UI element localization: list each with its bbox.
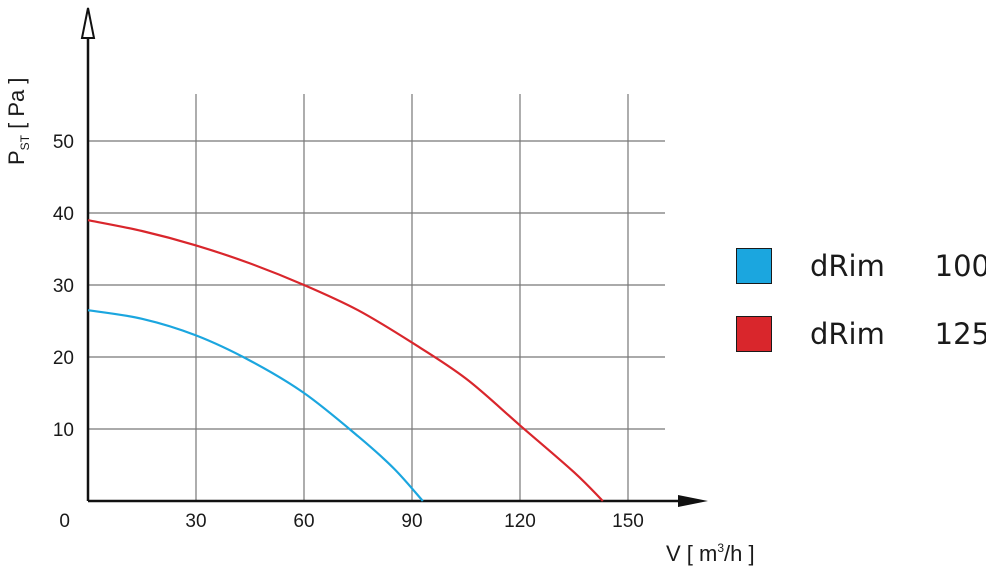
x-axis-title: V [ m3/h ] (666, 541, 755, 566)
legend-label-size: 100 (934, 249, 986, 283)
y-axis-title-main: P (4, 150, 29, 165)
legend-label-drim-125: dRim 125 (810, 317, 986, 351)
series-lines (87, 219, 604, 502)
x-axis-title-main: V [ m (666, 541, 717, 566)
legend-label-drim-100: dRim 100 (810, 249, 986, 283)
legend-label-model: dRim (810, 317, 885, 351)
axes (80, 7, 708, 507)
legend-item-drim-100: dRim 100 (736, 244, 986, 288)
x-tick-label-30: 30 (185, 511, 206, 532)
x-tick-label-120: 120 (504, 511, 536, 532)
y-axis-title-unit: [ Pa ] (4, 77, 29, 134)
legend-swatch-drim-100 (736, 248, 772, 284)
x-axis-arrow (678, 495, 708, 507)
y-axis-arrow (80, 7, 96, 39)
x-tick-label-90: 90 (401, 511, 422, 532)
y-tick-label-50: 50 (53, 132, 74, 153)
origin-label: 0 (59, 511, 70, 532)
grid (88, 94, 665, 501)
legend-label-model: dRim (810, 249, 885, 283)
y-tick-label-40: 40 (53, 204, 74, 225)
tick-labels: 30 60 90 120 150 10 20 30 40 50 (53, 132, 644, 532)
y-tick-label-10: 10 (53, 420, 74, 441)
series-line-drim-100 (87, 309, 424, 502)
legend-item-drim-125: dRim 125 (736, 312, 986, 356)
series-line-drim-125 (87, 219, 604, 502)
y-axis-title: PST [ Pa ] (4, 77, 32, 165)
legend-swatch-drim-125 (736, 316, 772, 352)
svg-text:PST [ Pa ]: PST [ Pa ] (4, 77, 32, 165)
legend-label-size: 125 (934, 317, 986, 351)
y-tick-label-20: 20 (53, 348, 74, 369)
x-axis-title-sup: 3 (717, 541, 724, 555)
x-axis-title-unit: /h ] (724, 541, 755, 566)
x-tick-label-60: 60 (293, 511, 314, 532)
x-tick-label-150: 150 (612, 511, 644, 532)
y-tick-label-30: 30 (53, 276, 74, 297)
y-axis-title-sub: ST (18, 134, 32, 150)
legend: dRim 100 dRim 125 (736, 244, 986, 380)
